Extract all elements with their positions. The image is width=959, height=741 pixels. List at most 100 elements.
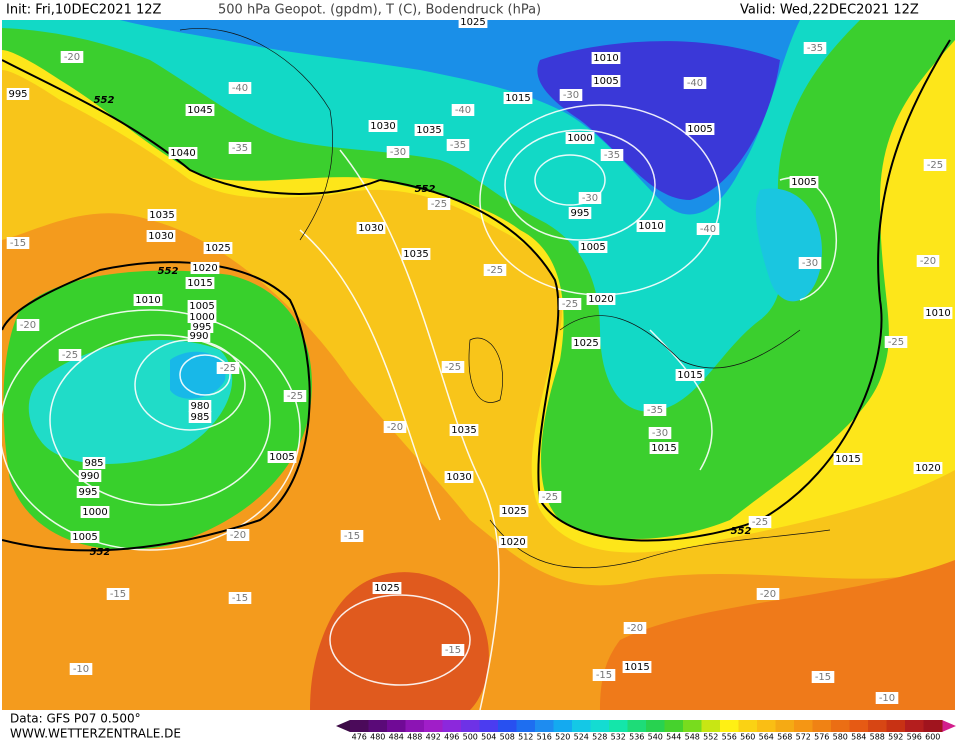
colorbar-swatch (535, 720, 554, 732)
site-url: WWW.WETTERZENTRALE.DE (10, 727, 181, 741)
temperature-label: -15 (445, 645, 461, 656)
temperature-label-box (578, 192, 602, 204)
colorbar-swatch (812, 720, 832, 732)
isobar-label-box (190, 262, 220, 274)
temperature-label-box (558, 298, 582, 310)
colorbar-tick-label: 536 (629, 733, 644, 741)
temperature-label-box (803, 42, 827, 54)
colorbar-swatch (498, 720, 517, 732)
isobar-label-box (267, 451, 297, 463)
temperature-label-box (923, 159, 947, 171)
isobar-label: 1030 (370, 121, 395, 132)
temperature-label-box (559, 89, 583, 101)
temperature-label-box (600, 149, 624, 161)
temperature-label-box (451, 104, 475, 116)
temperature-label-box (226, 529, 250, 541)
isobar-label-box (401, 248, 431, 260)
isobar-label-box (187, 330, 211, 342)
colorbar-swatch (905, 720, 924, 732)
isobar-label-box (168, 147, 198, 159)
isobar-label-box (498, 536, 528, 548)
colorbar-swatch (720, 720, 739, 732)
isobar-label-box (649, 442, 679, 454)
colorbar-tick-label: 476 (352, 733, 367, 741)
isobar-label: 1000 (82, 507, 107, 518)
temperature-label: -30 (802, 258, 818, 269)
temperature-label: -20 (760, 589, 776, 600)
temperature-label-box (648, 427, 672, 439)
temperature-label: -35 (647, 405, 663, 416)
temperature-label: -30 (582, 193, 598, 204)
isobar-label-box (203, 242, 233, 254)
colorbar-tick-label: 600 (925, 733, 940, 741)
height-label: 552 (90, 547, 111, 558)
colorbar-tick-label: 552 (703, 733, 718, 741)
temperature-label-box (6, 237, 30, 249)
isobar-label-box (685, 123, 715, 135)
isobar-label-box (444, 471, 474, 483)
temperature-label: -40 (455, 105, 471, 116)
isobar-label: 1025 (374, 583, 399, 594)
temperature-label: -20 (387, 422, 403, 433)
colorbar-swatch (368, 720, 388, 732)
colorbar-tick-label: 596 (907, 733, 922, 741)
isobar-label: 1010 (135, 295, 160, 306)
colorbar-tick-label: 544 (666, 733, 681, 741)
isobar-label: 1005 (189, 301, 214, 312)
isobar-label: 1005 (72, 532, 97, 543)
colorbar-swatch (849, 720, 869, 732)
isobar-label: 1025 (573, 338, 598, 349)
colorbar-tick-label: 556 (722, 733, 737, 741)
colorbar-tick-label: 480 (370, 733, 385, 741)
temperature-label-box (538, 491, 562, 503)
temperature-label: -40 (687, 78, 703, 89)
isobar-label: 1005 (791, 177, 816, 188)
colorbar-swatch (424, 720, 443, 732)
temperature-label: -25 (542, 492, 558, 503)
temperature-label: -30 (563, 90, 579, 101)
isobar-label: 1035 (149, 210, 174, 221)
isobar-label-box (147, 209, 177, 221)
temperature-label: -40 (700, 224, 716, 235)
temperature-label: -35 (604, 150, 620, 161)
temperature-label-box (386, 146, 410, 158)
isobar-label: 985 (190, 412, 209, 423)
isobar-label: 995 (78, 487, 97, 498)
colorbar-tick-label: 580 (833, 733, 848, 741)
isobar-label: 1005 (593, 76, 618, 87)
temperature-label: -25 (752, 517, 768, 528)
temperature-label-box (427, 198, 451, 210)
temperature-label: -15 (10, 238, 26, 249)
colorbar-swatch (479, 720, 499, 732)
isobar-label-box (568, 207, 592, 219)
isobar-label-box (913, 462, 943, 474)
isobar-label: 1015 (835, 454, 860, 465)
isobar-label-box (636, 220, 666, 232)
temperature-label: -20 (20, 320, 36, 331)
isobar-label: 1015 (651, 443, 676, 454)
isobar-label: 1030 (148, 231, 173, 242)
isobar-label: 990 (189, 331, 208, 342)
temperature-label: -15 (232, 593, 248, 604)
isobar-label-box (372, 582, 402, 594)
temperature-label-box (16, 319, 40, 331)
map-title: 500 hPa Geopot. (gpdm), T (C), Bodendruc… (218, 3, 541, 18)
isobar-label-box (458, 16, 488, 28)
colorbar-swatch (442, 720, 462, 732)
colorbar-tick-label: 492 (426, 733, 441, 741)
colorbar-swatch (646, 720, 665, 732)
isobar-label-box (586, 293, 616, 305)
isobar-label-box (185, 104, 215, 116)
isobar-label-box (499, 505, 529, 517)
isobar-label: 1035 (403, 249, 428, 260)
temperature-label: -25 (62, 350, 78, 361)
temperature-label-box (383, 421, 407, 433)
temperature-label: -30 (390, 147, 406, 158)
isobar-label: 1040 (170, 148, 195, 159)
height-label: 552 (415, 184, 436, 195)
isobar-label: 1015 (505, 93, 530, 104)
colorbar-tick-label: 504 (481, 733, 496, 741)
isobar-label: 1005 (269, 452, 294, 463)
isobar-label-box (187, 300, 217, 312)
